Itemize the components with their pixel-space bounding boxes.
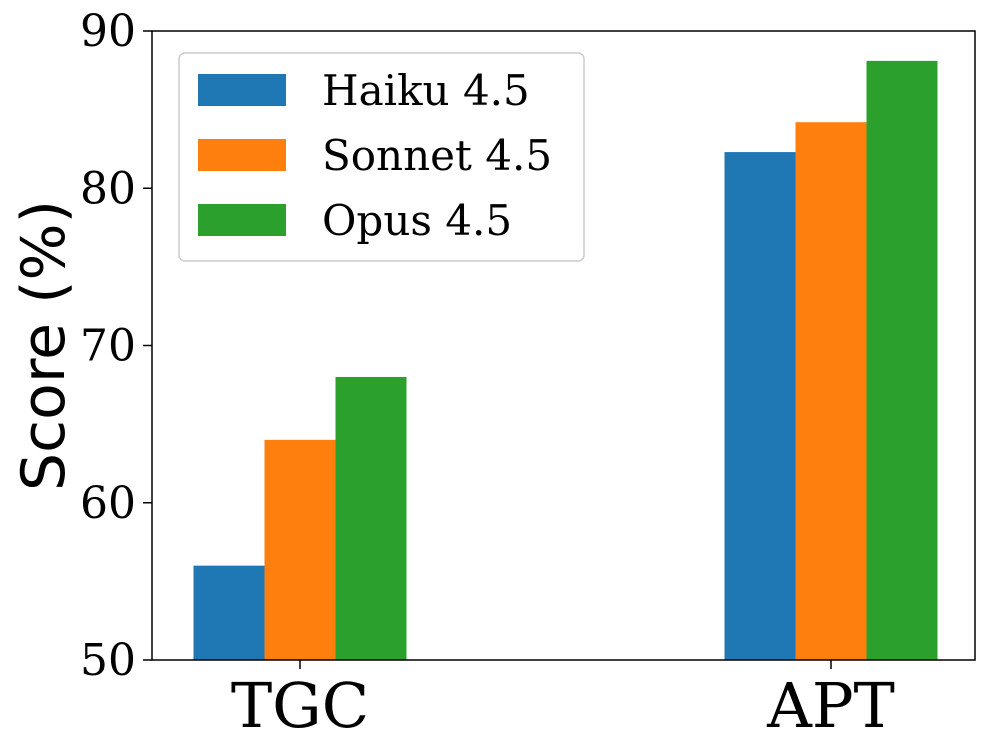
- x-axis: TGC APT: [231, 660, 895, 742]
- y-axis: 50 60 70 80 90: [80, 6, 152, 686]
- legend-swatch-haiku-4-5: [198, 74, 286, 106]
- y-tick-label: 70: [80, 321, 136, 372]
- legend-label-sonnet-4-5: Sonnet 4.5: [322, 131, 552, 180]
- y-tick-label: 60: [80, 478, 136, 529]
- x-tick-label-tgc: TGC: [231, 669, 369, 742]
- y-tick-label: 50: [80, 635, 136, 686]
- legend: Haiku 4.5 Sonnet 4.5 Opus 4.5: [178, 52, 585, 262]
- legend-label-haiku-4-5: Haiku 4.5: [322, 66, 530, 115]
- bar-apt-haiku-4-5: [724, 152, 796, 660]
- bar-apt-sonnet-4-5: [795, 122, 867, 660]
- legend-swatch-sonnet-4-5: [198, 139, 286, 171]
- y-axis-label: Score (%): [9, 200, 79, 491]
- y-tick-label: 90: [80, 6, 136, 57]
- legend-swatch-opus-4-5: [198, 204, 286, 236]
- y-tick-label: 80: [80, 163, 136, 214]
- legend-label-opus-4-5: Opus 4.5: [322, 196, 512, 245]
- x-tick-label-apt: APT: [766, 669, 895, 742]
- bar-tgc-haiku-4-5: [193, 565, 265, 660]
- bar-tgc-sonnet-4-5: [264, 439, 336, 660]
- bars-group: [193, 60, 938, 660]
- bar-tgc-opus-4-5: [335, 376, 407, 660]
- bar-apt-opus-4-5: [866, 60, 938, 660]
